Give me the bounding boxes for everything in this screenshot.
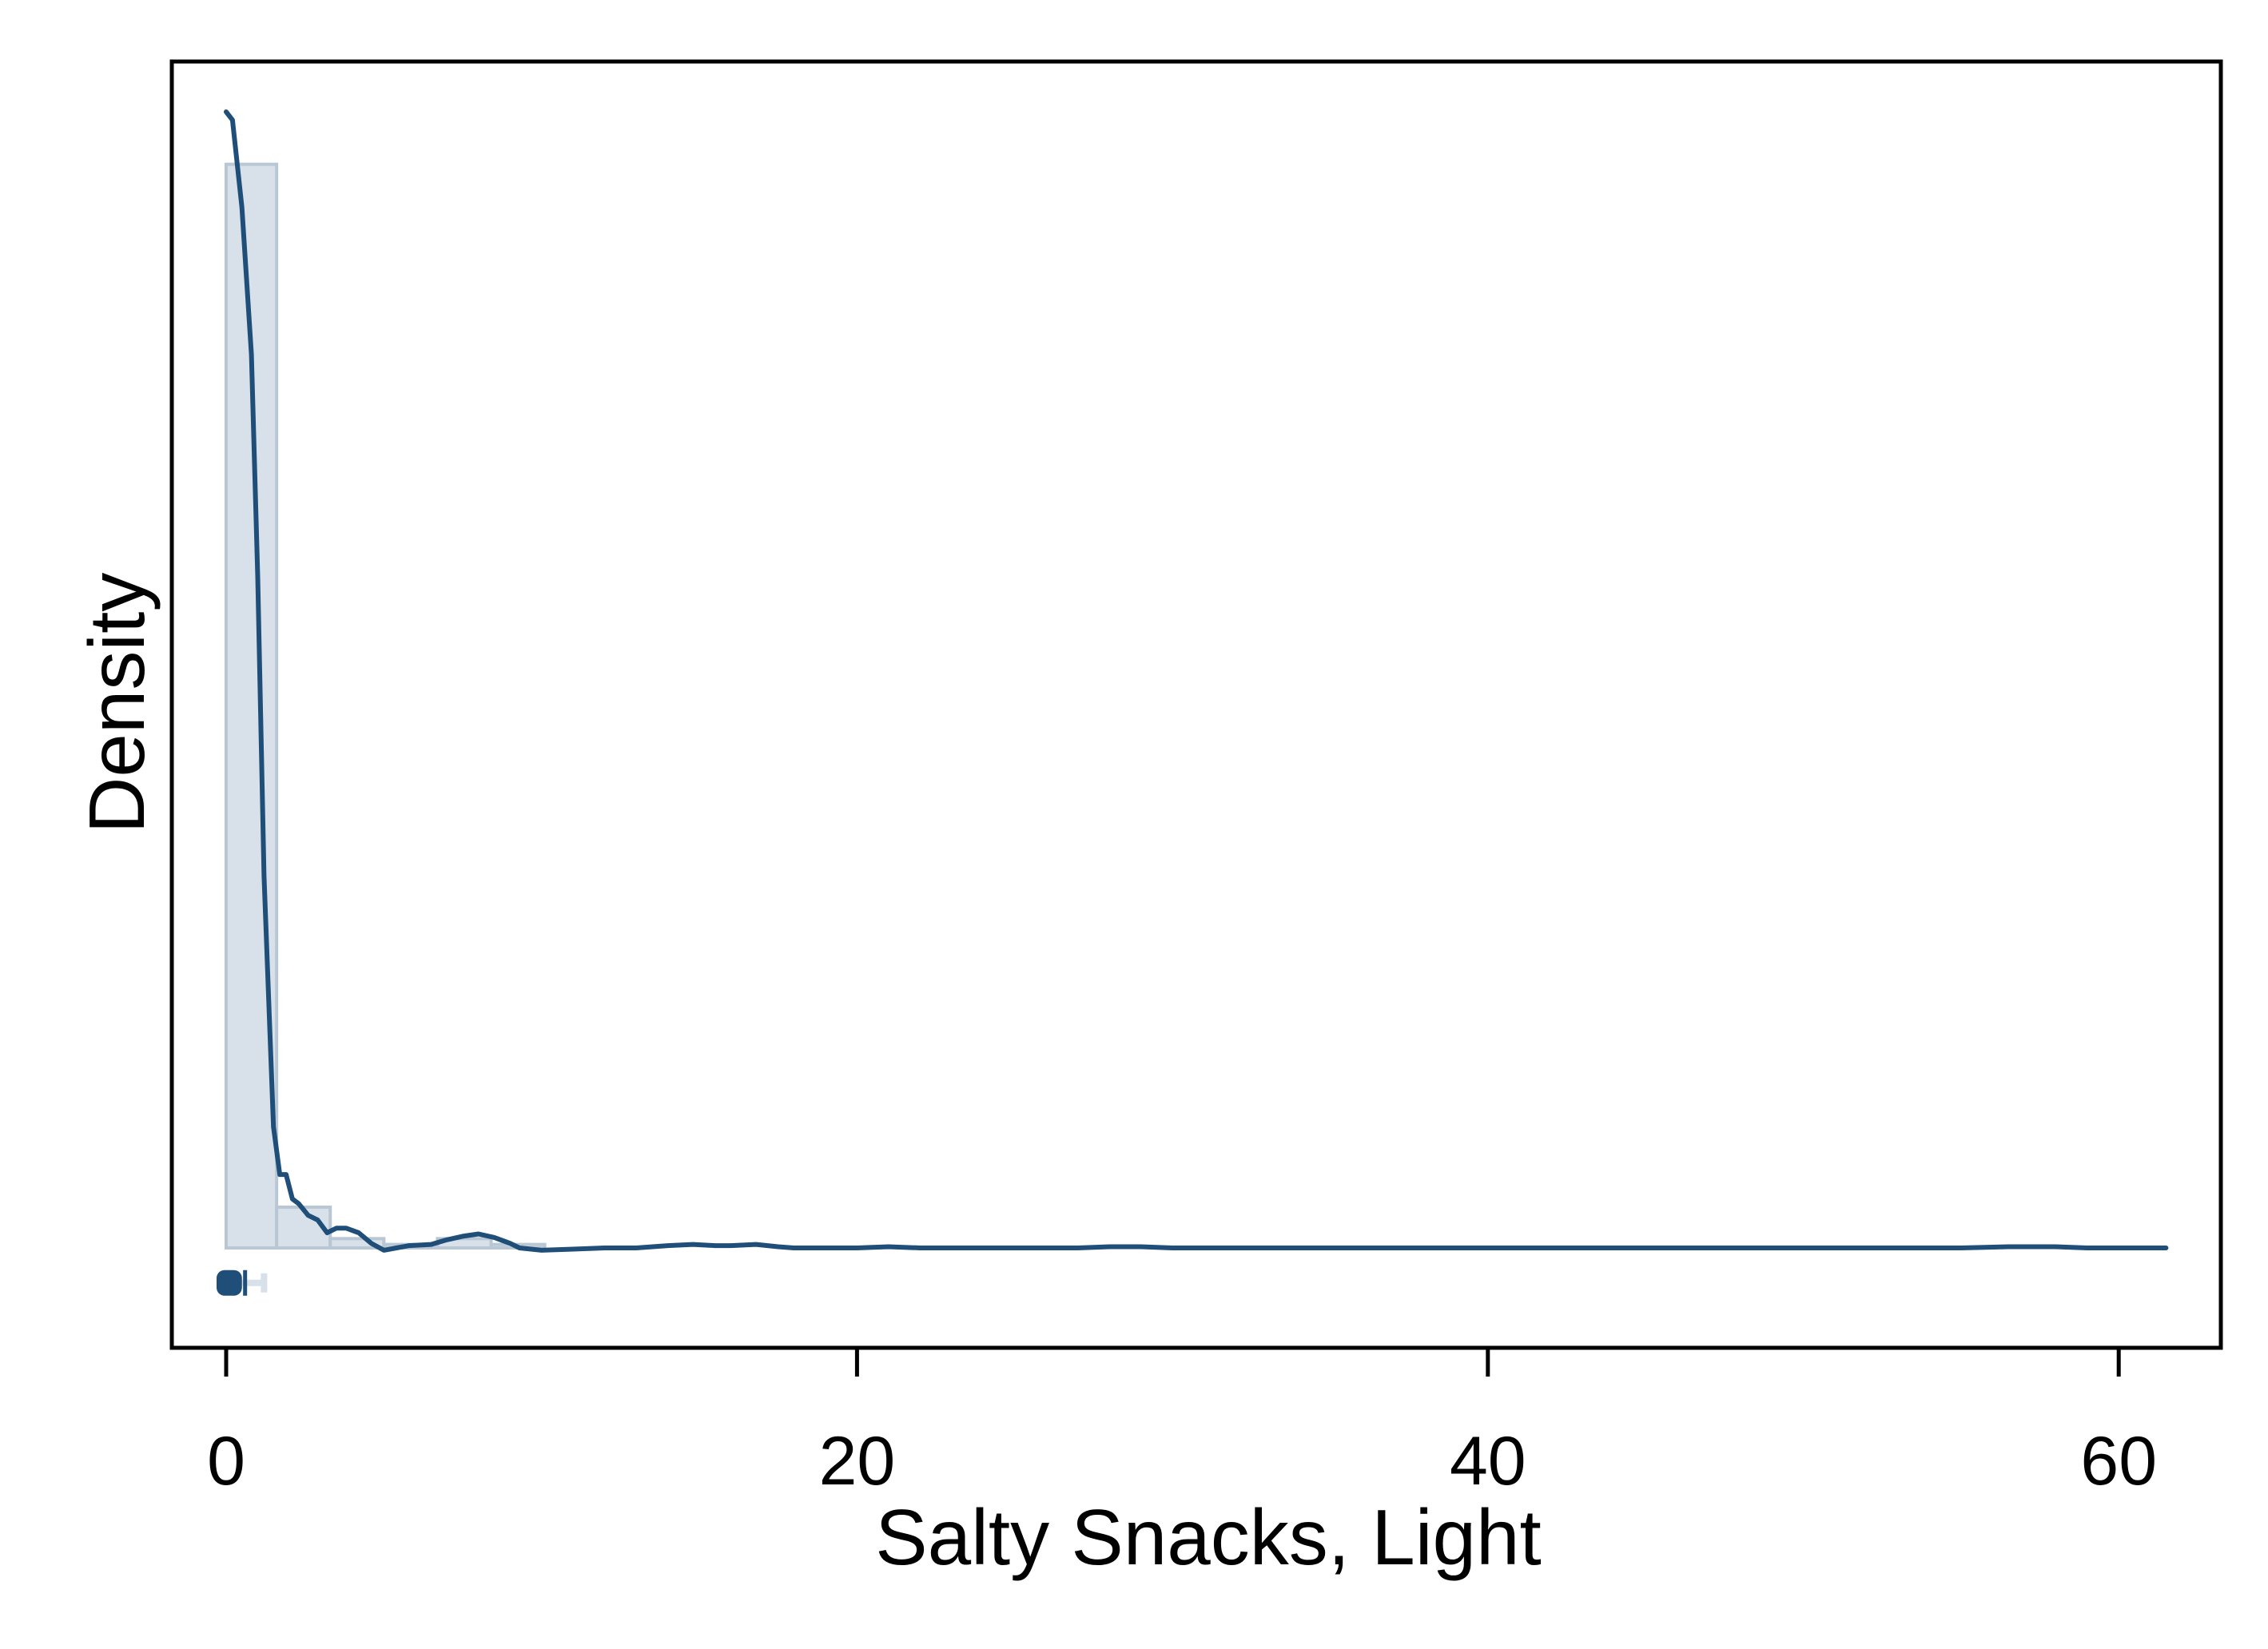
box-iqr: [217, 1270, 242, 1296]
x-tick-label: 20: [819, 1423, 896, 1500]
x-axis-ticks: 0 20 40 60: [207, 1348, 2157, 1500]
box-plot: [217, 1270, 268, 1296]
x-axis-title: Salty Snacks, Light: [875, 1493, 1541, 1581]
density-line: [224, 109, 2169, 1253]
x-tick-label: 0: [207, 1423, 245, 1500]
y-axis-title: Density: [73, 573, 161, 834]
x-tick-label: 60: [2080, 1423, 2157, 1500]
plot-frame: [169, 59, 2223, 1350]
x-tick-label: 40: [1450, 1423, 1526, 1500]
density-curve: [224, 109, 2169, 1253]
